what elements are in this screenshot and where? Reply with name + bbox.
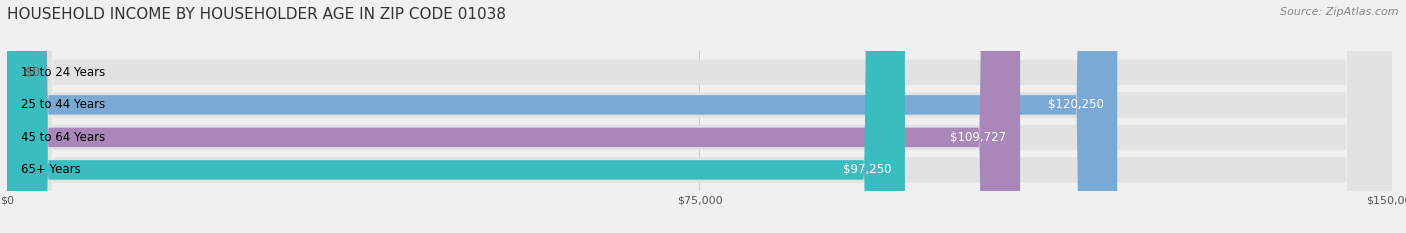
- Text: Source: ZipAtlas.com: Source: ZipAtlas.com: [1281, 7, 1399, 17]
- Text: 15 to 24 Years: 15 to 24 Years: [21, 66, 105, 79]
- Text: 25 to 44 Years: 25 to 44 Years: [21, 98, 105, 111]
- FancyBboxPatch shape: [7, 0, 1392, 233]
- FancyBboxPatch shape: [7, 0, 1021, 233]
- Text: 45 to 64 Years: 45 to 64 Years: [21, 131, 105, 144]
- Text: $97,250: $97,250: [842, 163, 891, 176]
- FancyBboxPatch shape: [7, 0, 1118, 233]
- FancyBboxPatch shape: [7, 0, 1392, 233]
- FancyBboxPatch shape: [7, 0, 905, 233]
- Text: $109,727: $109,727: [950, 131, 1007, 144]
- FancyBboxPatch shape: [7, 0, 1392, 233]
- Text: $0: $0: [25, 66, 41, 79]
- FancyBboxPatch shape: [7, 0, 1392, 233]
- Text: $120,250: $120,250: [1047, 98, 1104, 111]
- Text: HOUSEHOLD INCOME BY HOUSEHOLDER AGE IN ZIP CODE 01038: HOUSEHOLD INCOME BY HOUSEHOLDER AGE IN Z…: [7, 7, 506, 22]
- Text: 65+ Years: 65+ Years: [21, 163, 80, 176]
